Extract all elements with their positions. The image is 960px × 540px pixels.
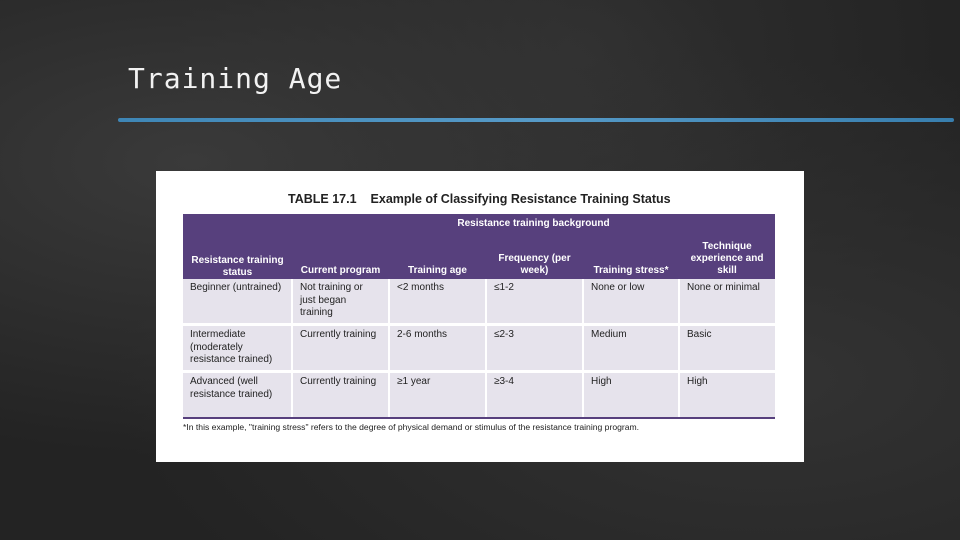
table-wrapper: Resistance training status Resistance tr… [183,214,776,419]
table-cell: None or minimal [679,279,776,326]
column-header-frequency: Frequency (per week) [486,234,583,279]
table-cell: <2 months [389,279,487,326]
column-header-status: Resistance training status [183,214,292,279]
group-header: Resistance training background [292,214,776,234]
column-header-stress: Training stress* [583,234,679,279]
table-cell: Currently training [292,371,390,419]
table-cell: Advanced (well resistance trained) [183,371,293,419]
table-cell: Basic [679,324,776,373]
training-status-table: Resistance training status Resistance tr… [183,214,776,419]
column-header-training-age: Training age [389,234,486,279]
slide-title: Training Age [128,62,343,95]
table-title: Example of Classifying Resistance Traini… [370,192,671,206]
column-header-technique: Technique experience and skill [679,234,776,279]
table-cell: Intermediate (moderately resistance trai… [183,324,293,373]
table-cell: ≤2-3 [486,324,584,373]
table-number: TABLE 17.1 [288,192,357,206]
table-cell: High [679,371,776,419]
table-row: Beginner (untrained) Not training or jus… [183,279,776,326]
table-cell: Beginner (untrained) [183,279,293,326]
table-cell: ≤1-2 [486,279,584,326]
table-cell: High [583,371,680,419]
table-cell: 2-6 months [389,324,487,373]
table-cell: None or low [583,279,680,326]
table-cell: Currently training [292,324,390,373]
column-header-program: Current program [292,234,389,279]
table-cell: ≥3-4 [486,371,584,419]
table-footnote: *In this example, "training stress" refe… [183,422,640,432]
title-underline [118,118,954,122]
table-cell: Medium [583,324,680,373]
table-image: TABLE 17.1 Example of Classifying Resista… [156,171,804,462]
table-heading: TABLE 17.1 Example of Classifying Resista… [288,192,671,206]
table-row: Intermediate (moderately resistance trai… [183,324,776,373]
table-cell: ≥1 year [389,371,487,419]
table-row: Advanced (well resistance trained) Curre… [183,371,776,419]
table-cell: Not training or just began training [292,279,390,326]
